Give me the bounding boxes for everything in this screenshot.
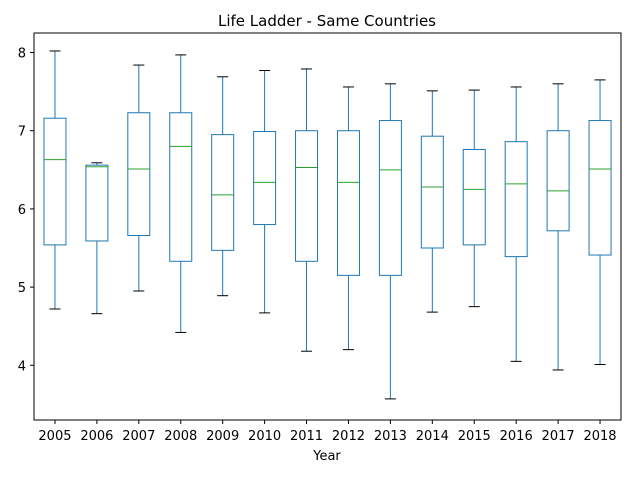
x-tick-label: 2007 xyxy=(122,429,155,444)
box-2013 xyxy=(378,83,402,400)
x-tick-label: 2015 xyxy=(458,429,491,444)
y-tick-label: 7 xyxy=(18,125,26,140)
box-2007 xyxy=(127,64,151,292)
x-tick-label: 2018 xyxy=(583,429,616,444)
box-2015 xyxy=(462,89,486,308)
iqr-box xyxy=(378,120,402,276)
x-tick-label: 2010 xyxy=(248,429,281,444)
y-tick-label: 8 xyxy=(18,47,26,62)
box-2010 xyxy=(253,70,277,314)
iqr-box xyxy=(43,117,67,246)
y-tick-label: 4 xyxy=(18,359,26,374)
y-tick-label: 5 xyxy=(18,281,26,296)
x-tick-label: 2006 xyxy=(80,429,113,444)
iqr-box xyxy=(504,141,528,258)
boxes-layer xyxy=(43,50,612,400)
x-axis: 2005 2006 2007 2008 2009 2010 2011 2012 2013 2014… xyxy=(38,420,617,444)
box-2012 xyxy=(336,86,360,351)
x-tick-label: 2017 xyxy=(542,429,575,444)
box-2008 xyxy=(169,54,193,333)
box-2005 xyxy=(43,50,67,310)
box-2014 xyxy=(420,90,444,313)
x-tick-label: 2014 xyxy=(416,429,449,444)
x-tick-label: 2013 xyxy=(374,429,407,444)
box-2016 xyxy=(504,86,528,362)
x-tick-label: 2016 xyxy=(500,429,533,444)
iqr-box xyxy=(211,134,235,251)
iqr-box xyxy=(169,112,193,262)
iqr-box xyxy=(420,135,444,249)
x-tick-label: 2012 xyxy=(332,429,365,444)
y-axis: 4 5 6 7 8 xyxy=(18,47,34,374)
box-2018 xyxy=(588,79,612,365)
iqr-box xyxy=(127,112,151,236)
iqr-box xyxy=(85,164,109,242)
box-2006 xyxy=(85,162,109,315)
x-tick-label: 2008 xyxy=(164,429,197,444)
box-2009 xyxy=(211,76,235,297)
plot-area-frame xyxy=(33,32,622,421)
iqr-box xyxy=(295,130,319,262)
box-2017 xyxy=(546,83,570,371)
iqr-box xyxy=(546,130,570,232)
box-2011 xyxy=(295,68,319,352)
iqr-box xyxy=(462,148,486,246)
iqr-box xyxy=(253,131,277,226)
iqr-box xyxy=(588,120,612,256)
iqr-box xyxy=(336,130,360,276)
x-tick-label: 2009 xyxy=(206,429,239,444)
x-tick-label: 2005 xyxy=(38,429,71,444)
y-tick-label: 6 xyxy=(18,203,26,218)
x-axis-label: Year xyxy=(312,449,341,464)
chart-title: Life Ladder - Same Countries xyxy=(218,12,436,30)
x-tick-label: 2011 xyxy=(290,429,323,444)
